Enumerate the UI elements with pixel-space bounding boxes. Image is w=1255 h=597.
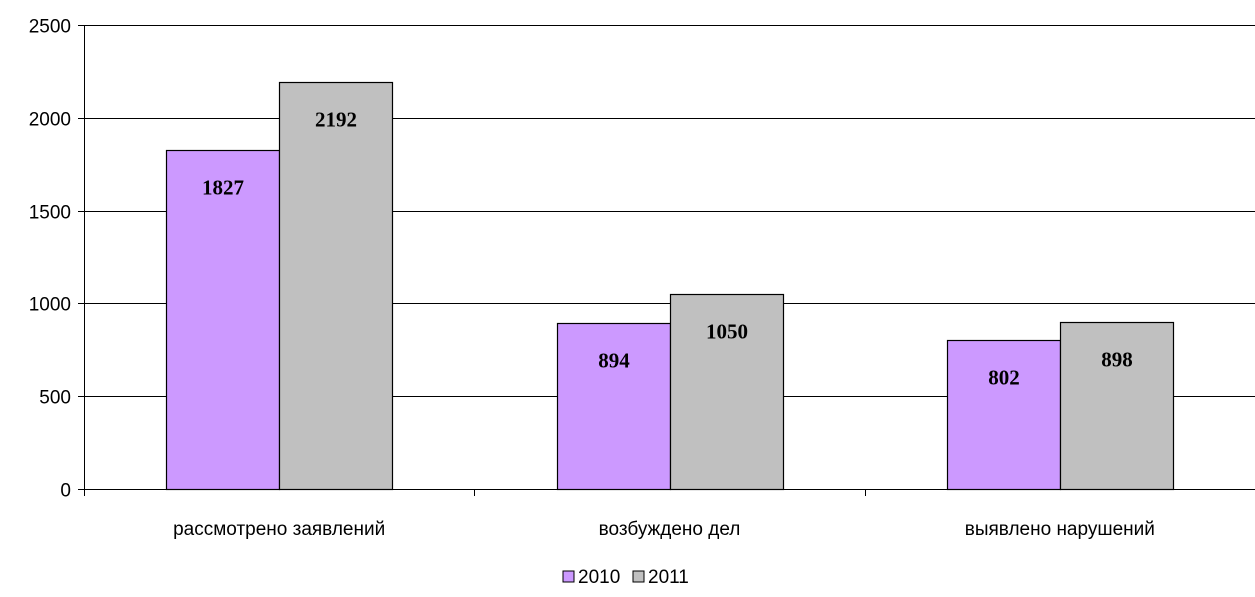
legend-label-2010: 2010 — [578, 567, 620, 588]
legend-swatch-2010 — [562, 570, 575, 583]
x-category-labels: рассмотрено заявлений возбуждено дел выявл… — [173, 519, 1155, 540]
data-label-2011-2: 898 — [1101, 348, 1133, 372]
y-tick-labels: 0 500 1000 1500 2000 2500 — [29, 17, 71, 502]
data-label-2011-0: 2192 — [315, 108, 357, 132]
x-category-label: рассмотрено заявлений — [173, 519, 385, 540]
x-category-label: возбуждено дел — [599, 519, 741, 540]
data-label-2011-1: 1050 — [706, 320, 748, 344]
y-tick-label: 2000 — [29, 110, 71, 131]
y-tick-label: 1500 — [29, 203, 71, 224]
x-category-label: выявлено нарушений — [965, 519, 1155, 540]
y-tick-label: 0 — [60, 481, 71, 502]
y-tick-label: 500 — [39, 388, 71, 409]
data-label-2010-2: 802 — [988, 366, 1020, 390]
bar-2010-2 — [946, 339, 1062, 491]
y-tick-label: 2500 — [29, 17, 71, 38]
axes — [78, 25, 1255, 496]
bars — [165, 81, 1175, 491]
bar-2011-2 — [1059, 321, 1175, 491]
legend-label-2011: 2011 — [648, 567, 689, 588]
data-label-2010-1: 894 — [598, 349, 630, 373]
data-labels: 1827 2192 894 1050 802 898 — [202, 108, 1133, 390]
legend: 2010 2011 — [562, 567, 689, 588]
legend-swatch-2011 — [632, 570, 645, 583]
data-label-2010-0: 1827 — [202, 176, 244, 200]
bar-2010-1 — [556, 322, 672, 491]
bar-2011-0 — [278, 81, 394, 491]
y-tick-label: 1000 — [29, 295, 71, 316]
bar-2010-0 — [165, 149, 281, 491]
